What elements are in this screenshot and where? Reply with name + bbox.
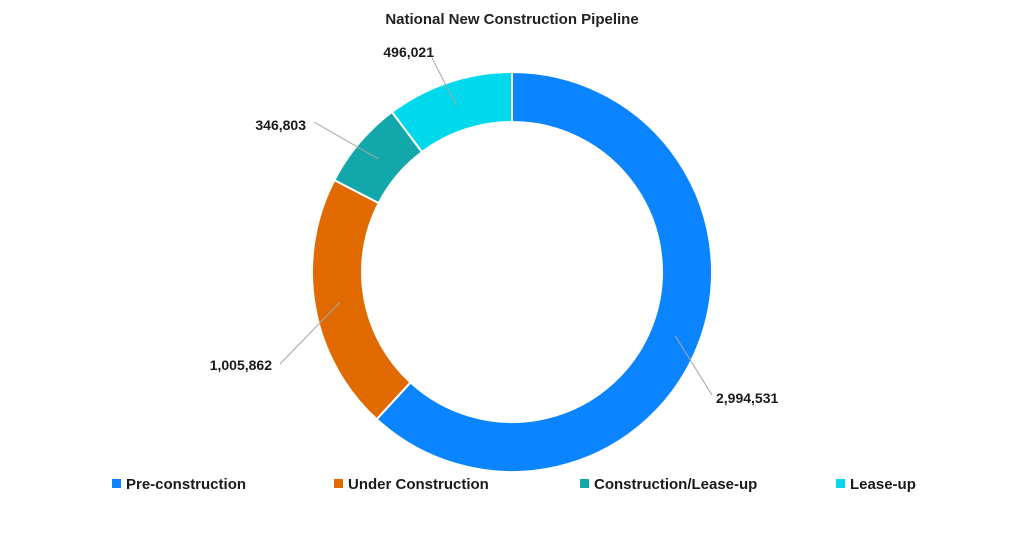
data-label-construction-lease-up: 346,803 bbox=[255, 117, 306, 133]
legend-label-pre-construction: Pre-construction bbox=[126, 476, 246, 493]
data-labels: 2,994,531 1,005,862 346,803 496,021 bbox=[210, 44, 779, 406]
legend: Pre-construction Under Construction Constr… bbox=[112, 476, 916, 493]
chart-title: National New Construction Pipeline bbox=[385, 11, 638, 28]
slice-lease-up bbox=[390, 70, 513, 154]
legend-swatch-pre-construction bbox=[112, 479, 121, 488]
legend-swatch-construction-lease-up bbox=[580, 479, 589, 488]
legend-item-lease-up: Lease-up bbox=[836, 476, 916, 493]
legend-label-under-construction: Under Construction bbox=[348, 476, 489, 493]
legend-swatch-lease-up bbox=[836, 479, 845, 488]
legend-item-under-construction: Under Construction bbox=[334, 476, 489, 493]
leader-line-construction-lease-up bbox=[313, 121, 379, 160]
data-label-pre-construction: 2,994,531 bbox=[716, 390, 778, 406]
legend-label-lease-up: Lease-up bbox=[850, 476, 916, 493]
data-label-lease-up: 496,021 bbox=[383, 44, 434, 60]
leader-lines bbox=[279, 57, 713, 396]
leader-line-pre-construction bbox=[674, 335, 713, 396]
legend-label-construction-lease-up: Construction/Lease-up bbox=[594, 476, 757, 493]
donut-slices bbox=[311, 70, 713, 473]
data-label-under-construction: 1,005,862 bbox=[210, 357, 272, 373]
leader-line-lease-up bbox=[431, 57, 458, 107]
leader-line-under-construction bbox=[279, 302, 341, 365]
legend-swatch-under-construction bbox=[334, 479, 343, 488]
slice-under-construction bbox=[311, 178, 412, 421]
slice-pre-construction bbox=[375, 70, 713, 473]
legend-item-pre-construction: Pre-construction bbox=[112, 476, 246, 493]
legend-item-construction-lease-up: Construction/Lease-up bbox=[580, 476, 757, 493]
